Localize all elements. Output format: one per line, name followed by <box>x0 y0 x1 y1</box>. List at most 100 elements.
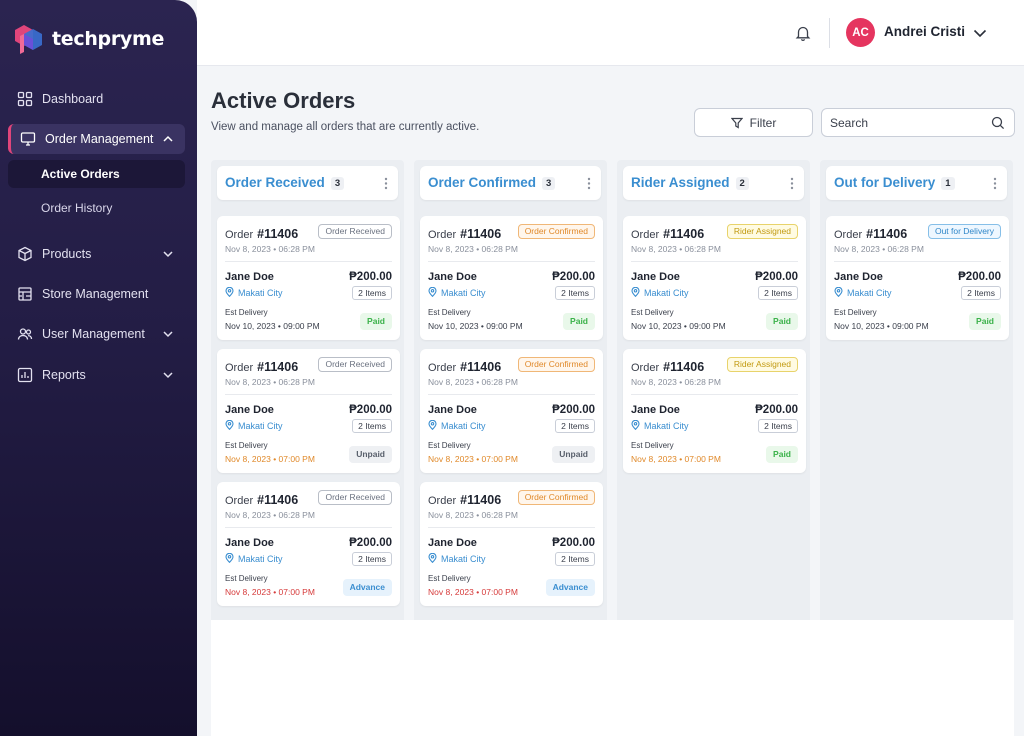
order-label: Order #11406 <box>428 360 502 374</box>
sidebar-item-label: User Management <box>42 327 145 341</box>
sidebar-subitem-order-history[interactable]: Order History <box>8 194 185 222</box>
map-pin-icon <box>834 286 847 299</box>
order-price: ₱200.00 <box>349 404 392 416</box>
order-label: Order #11406 <box>631 360 705 374</box>
sidebar-item-order-management[interactable]: Order Management <box>8 124 185 154</box>
order-date: Nov 8, 2023 • 06:28 PM <box>225 377 315 387</box>
chevron-down-icon[interactable] <box>161 368 175 382</box>
column-title[interactable]: Out for Delivery 1 <box>834 175 955 190</box>
order-date: Nov 8, 2023 • 06:28 PM <box>428 510 518 520</box>
order-number: #11406 <box>663 227 705 241</box>
column-title[interactable]: Rider Assigned 2 <box>631 175 749 190</box>
bell-icon[interactable] <box>794 24 812 42</box>
map-pin-icon <box>631 286 644 299</box>
customer-location: Makati City <box>834 286 892 299</box>
map-pin-icon <box>225 552 238 565</box>
card-divider <box>631 394 798 395</box>
order-number: #11406 <box>663 360 705 374</box>
order-price: ₱200.00 <box>958 271 1001 283</box>
order-card[interactable]: Order #11406 Order Received Nov 8, 2023 • 0… <box>217 216 400 340</box>
brand-logo[interactable]: techpryme <box>12 22 164 56</box>
est-delivery-label: Est Delivery <box>428 574 471 583</box>
order-card[interactable]: Order #11406 Order Received Nov 8, 2023 • 0… <box>217 482 400 606</box>
order-number: #11406 <box>257 493 299 507</box>
est-delivery-value: Nov 8, 2023 • 07:00 PM <box>428 587 518 597</box>
order-date: Nov 8, 2023 • 06:28 PM <box>225 244 315 254</box>
customer-name: Jane Doe <box>834 271 883 283</box>
board-column: Order Confirmed 3 Order #11406 Order Confirm… <box>414 160 607 620</box>
chevron-down-icon[interactable] <box>972 25 988 41</box>
column-title[interactable]: Order Received 3 <box>225 175 345 190</box>
chevron-down-icon[interactable] <box>161 247 175 261</box>
map-pin-icon <box>428 552 441 565</box>
map-pin-icon <box>428 419 441 432</box>
map-pin-icon <box>631 419 644 432</box>
customer-name: Jane Doe <box>225 271 274 283</box>
customer-location: Makati City <box>428 419 486 432</box>
avatar[interactable]: AC <box>846 18 875 47</box>
sidebar-item-label: Order Management <box>45 132 154 146</box>
more-vertical-icon[interactable] <box>790 177 794 190</box>
user-name[interactable]: Andrei Cristi <box>884 24 966 39</box>
column-header: Rider Assigned 2 <box>623 166 804 200</box>
card-divider <box>225 394 392 395</box>
chevron-up-icon[interactable] <box>161 132 175 146</box>
sidebar-item-label: Dashboard <box>42 92 104 106</box>
sidebar-item-products[interactable]: Products <box>8 239 185 269</box>
column-title[interactable]: Order Confirmed 3 <box>428 175 556 190</box>
more-vertical-icon[interactable] <box>384 177 388 190</box>
est-delivery-label: Est Delivery <box>225 308 268 317</box>
order-card[interactable]: Order #11406 Out for Delivery Nov 8, 2023 •… <box>826 216 1009 340</box>
board-column: Order Received 3 Order #11406 Order Received… <box>211 160 404 620</box>
order-card[interactable]: Order #11406 Rider Assigned Nov 8, 2023 • 0… <box>623 349 806 473</box>
customer-location: Makati City <box>428 286 486 299</box>
customer-name: Jane Doe <box>428 271 477 283</box>
payment-status-badge: Paid <box>360 313 392 330</box>
search-input[interactable] <box>830 114 980 132</box>
est-delivery-value: Nov 10, 2023 • 09:00 PM <box>834 321 929 331</box>
status-badge: Order Confirmed <box>517 490 595 505</box>
card-divider <box>225 527 392 528</box>
customer-location: Makati City <box>631 286 689 299</box>
status-badge: Rider Assigned <box>726 224 798 239</box>
sidebar-item-store-management[interactable]: Store Management <box>8 279 185 309</box>
techpryme-logo-icon <box>12 22 46 56</box>
status-badge: Rider Assigned <box>726 357 798 372</box>
order-label: Order #11406 <box>834 227 908 241</box>
sidebar-item-user-management[interactable]: User Management <box>8 319 185 349</box>
store-icon <box>16 285 34 303</box>
status-badge: Out for Delivery <box>927 224 1001 239</box>
order-card[interactable]: Order #11406 Order Confirmed Nov 8, 2023 • … <box>420 216 603 340</box>
payment-status-badge: Unpaid <box>552 446 595 463</box>
order-date: Nov 8, 2023 • 06:28 PM <box>834 244 924 254</box>
grid-icon <box>16 90 34 108</box>
card-divider <box>428 527 595 528</box>
chevron-down-icon[interactable] <box>161 327 175 341</box>
order-price: ₱200.00 <box>755 404 798 416</box>
order-card[interactable]: Order #11406 Order Confirmed Nov 8, 2023 • … <box>420 482 603 606</box>
search-icon[interactable] <box>991 116 1005 130</box>
order-date: Nov 8, 2023 • 06:28 PM <box>631 244 721 254</box>
items-count-badge: 2 Items <box>352 286 392 300</box>
sidebar-item-dashboard[interactable]: Dashboard <box>8 84 185 114</box>
sidebar-item-reports[interactable]: Reports <box>8 360 185 390</box>
order-card[interactable]: Order #11406 Rider Assigned Nov 8, 2023 • 0… <box>623 216 806 340</box>
more-vertical-icon[interactable] <box>993 177 997 190</box>
sidebar-subitem-active-orders[interactable]: Active Orders <box>8 160 185 188</box>
card-divider <box>225 261 392 262</box>
customer-location: Makati City <box>631 419 689 432</box>
filter-label: Filter <box>749 115 777 130</box>
customer-location: Makati City <box>225 552 283 565</box>
order-label: Order #11406 <box>428 493 502 507</box>
more-vertical-icon[interactable] <box>587 177 591 190</box>
column-count-badge: 2 <box>735 177 749 190</box>
est-delivery-value: Nov 8, 2023 • 07:00 PM <box>631 454 721 464</box>
filter-button[interactable]: Filter <box>694 108 813 137</box>
order-date: Nov 8, 2023 • 06:28 PM <box>428 244 518 254</box>
order-card[interactable]: Order #11406 Order Confirmed Nov 8, 2023 • … <box>420 349 603 473</box>
search-box[interactable] <box>821 108 1015 137</box>
order-label: Order #11406 <box>631 227 705 241</box>
order-card[interactable]: Order #11406 Order Received Nov 8, 2023 • 0… <box>217 349 400 473</box>
status-badge: Order Received <box>318 490 392 505</box>
status-badge: Order Received <box>318 357 392 372</box>
